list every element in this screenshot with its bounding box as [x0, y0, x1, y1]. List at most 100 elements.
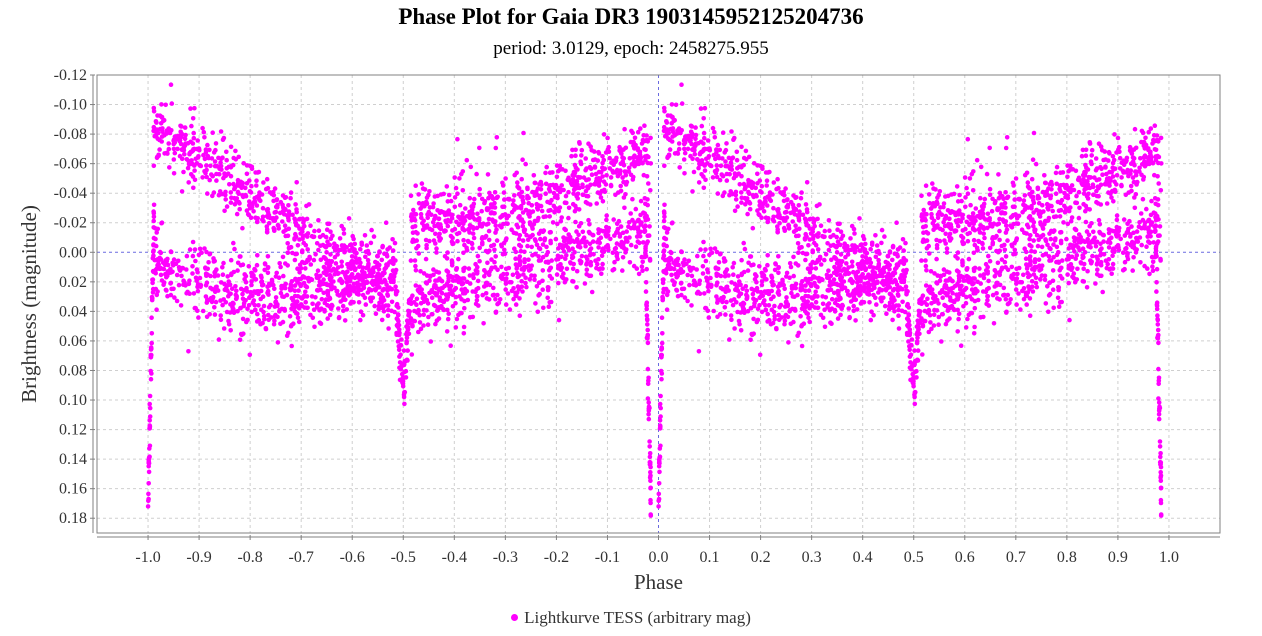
data-point — [662, 133, 668, 139]
data-point — [1128, 234, 1133, 239]
data-point — [840, 303, 845, 309]
data-point — [841, 266, 847, 272]
data-point — [155, 289, 160, 294]
data-point — [227, 182, 232, 187]
data-point — [787, 275, 792, 281]
data-point — [1108, 178, 1113, 183]
data-point — [461, 331, 467, 336]
data-point — [836, 297, 842, 303]
data-point — [821, 234, 826, 240]
data-point — [923, 263, 929, 269]
data-point — [1081, 201, 1086, 207]
data-point — [810, 259, 815, 265]
data-point — [1029, 176, 1035, 182]
data-point — [1004, 309, 1009, 315]
data-point — [423, 280, 429, 285]
data-point — [1154, 138, 1160, 143]
data-point — [329, 286, 334, 292]
data-point — [849, 263, 855, 269]
data-point — [695, 289, 701, 295]
data-point — [230, 300, 236, 306]
data-point — [583, 156, 588, 161]
data-point — [894, 220, 899, 225]
data-point — [828, 320, 833, 326]
data-point — [588, 246, 594, 251]
data-point — [675, 128, 680, 133]
data-point — [229, 271, 234, 277]
data-point — [213, 141, 219, 146]
data-point — [971, 331, 977, 336]
data-point — [973, 286, 978, 292]
data-point — [392, 309, 397, 315]
data-point — [708, 275, 713, 281]
data-point — [879, 299, 884, 304]
data-point — [165, 256, 170, 262]
data-point — [874, 243, 880, 248]
data-point — [1074, 193, 1079, 199]
data-point — [803, 231, 808, 237]
data-point — [171, 146, 177, 152]
data-point — [1082, 173, 1088, 178]
data-point — [1146, 146, 1151, 151]
data-point — [692, 151, 698, 157]
data-point — [797, 245, 802, 250]
data-point — [987, 186, 993, 192]
data-point — [546, 304, 552, 310]
data-point — [912, 401, 918, 407]
data-point — [602, 166, 608, 171]
data-point — [832, 244, 838, 249]
data-point — [280, 202, 285, 208]
data-point — [1023, 293, 1029, 298]
data-point — [964, 294, 969, 300]
data-point — [1106, 149, 1112, 155]
data-point — [937, 189, 943, 194]
data-point — [787, 261, 793, 266]
data-point — [575, 244, 581, 249]
data-point — [455, 136, 460, 142]
data-point — [503, 302, 509, 307]
data-point — [929, 211, 934, 217]
data-point — [552, 209, 557, 214]
data-point — [1142, 220, 1148, 225]
data-point — [520, 223, 526, 229]
data-point — [317, 308, 322, 313]
data-point — [439, 278, 445, 284]
data-point — [376, 267, 382, 272]
data-point — [965, 191, 971, 196]
data-point — [880, 269, 885, 275]
data-point — [406, 331, 412, 337]
data-point — [202, 246, 207, 251]
data-point — [444, 256, 450, 261]
data-point — [1146, 239, 1151, 244]
data-point — [992, 200, 998, 206]
data-point — [932, 307, 937, 313]
data-point — [220, 265, 225, 270]
data-point — [167, 130, 173, 136]
data-point — [540, 278, 545, 284]
data-point — [711, 308, 716, 314]
data-point — [322, 244, 328, 249]
chart-subtitle: period: 3.0129, epoch: 2458275.955 — [493, 38, 769, 59]
data-point — [295, 266, 300, 272]
data-point — [1016, 196, 1021, 202]
data-point — [1144, 244, 1149, 249]
data-point — [593, 179, 599, 184]
data-point — [722, 305, 728, 310]
data-point — [243, 193, 249, 199]
data-point — [202, 135, 207, 140]
data-point — [979, 224, 985, 229]
data-point — [955, 329, 960, 334]
data-point — [333, 261, 339, 266]
data-point — [264, 227, 270, 232]
data-point — [1002, 200, 1008, 206]
data-point — [218, 317, 224, 323]
data-point — [330, 303, 335, 309]
data-point — [1139, 242, 1144, 248]
data-point — [997, 282, 1003, 288]
data-point — [512, 193, 517, 198]
data-point — [624, 229, 629, 234]
data-point — [582, 281, 588, 286]
data-point — [281, 283, 287, 289]
data-point — [920, 322, 926, 328]
data-point — [526, 257, 531, 263]
